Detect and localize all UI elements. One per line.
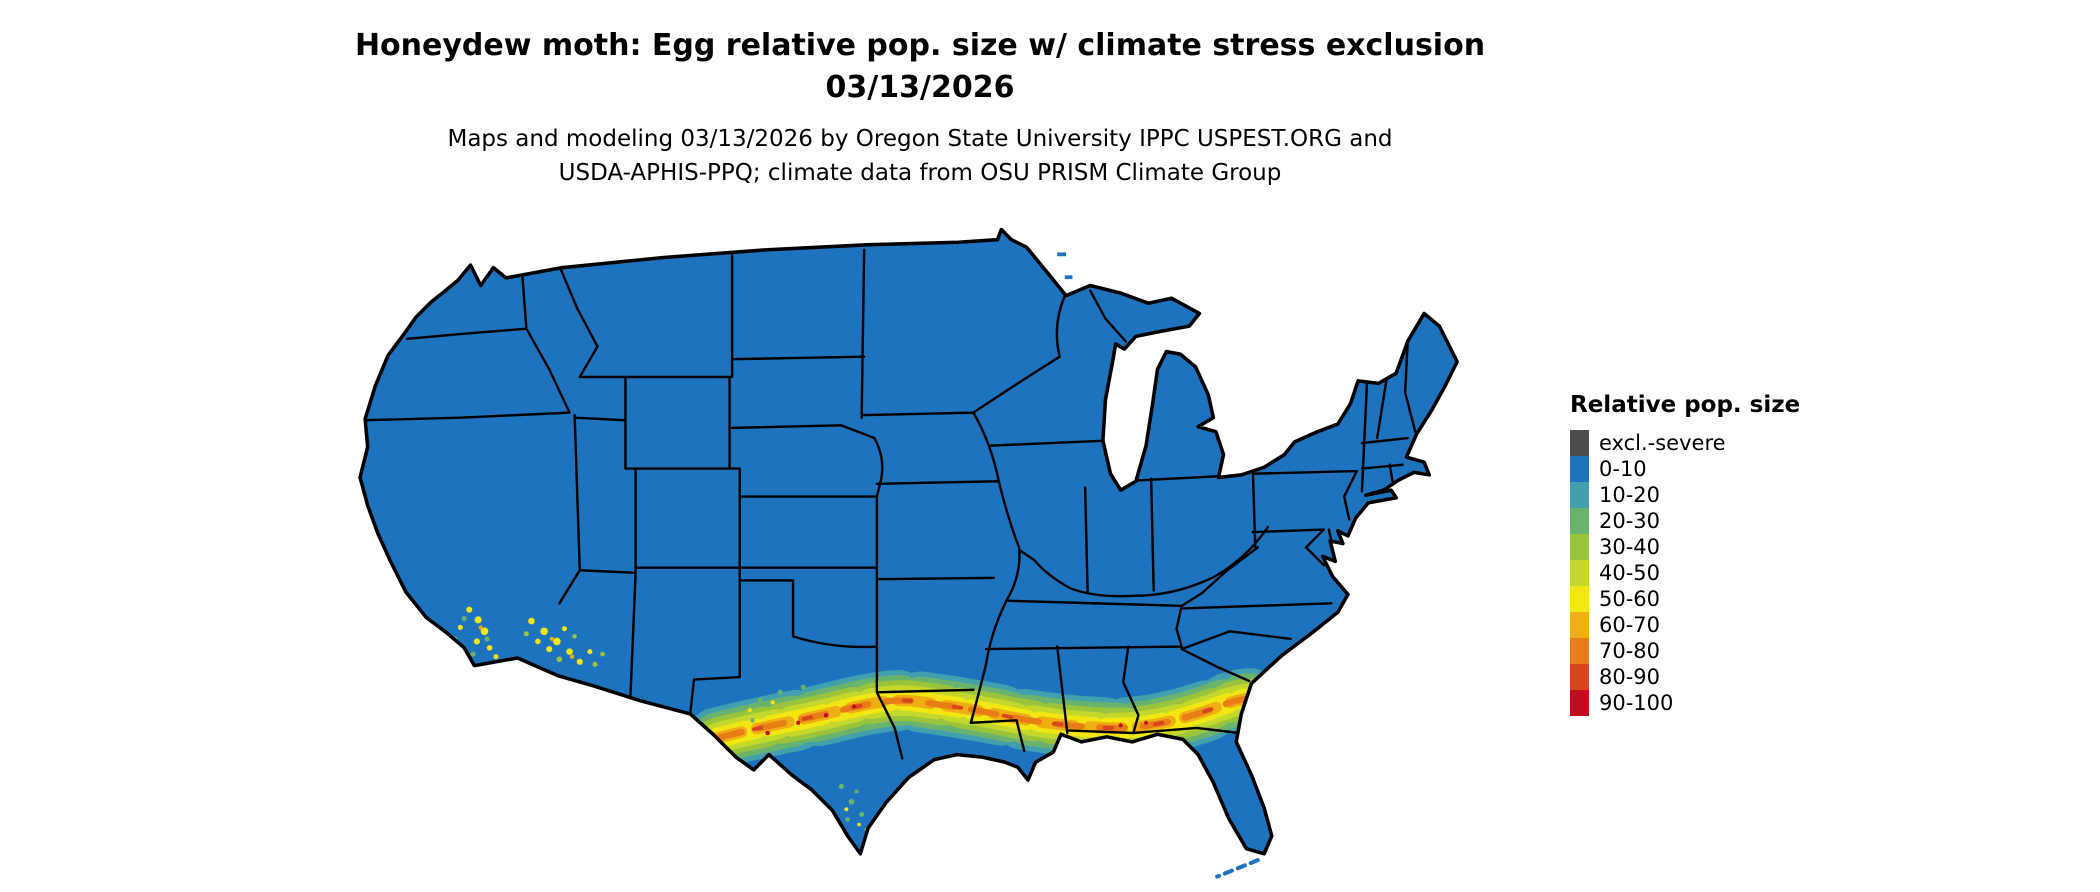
lake-islands — [1057, 252, 1073, 280]
legend-item: 50-60 — [1570, 586, 1800, 612]
legend-item: 20-30 — [1570, 508, 1800, 534]
legend-swatch — [1570, 560, 1589, 586]
map-title-line1: Honeydew moth: Egg relative pop. size w/… — [354, 28, 1486, 63]
legend-label: 80-90 — [1599, 665, 1661, 689]
legend-label: 60-70 — [1599, 613, 1661, 637]
legend-swatch — [1570, 690, 1589, 716]
legend-item: 90-100 — [1570, 690, 1800, 716]
legend-item: 70-80 — [1570, 638, 1800, 664]
map-container — [308, 227, 1527, 892]
legend-label: 40-50 — [1599, 561, 1661, 585]
legend-swatch — [1570, 638, 1589, 664]
state-borders — [362, 246, 1417, 760]
legend-label: 30-40 — [1599, 535, 1661, 559]
legend-swatch — [1570, 508, 1589, 534]
legend-label: 50-60 — [1599, 587, 1661, 611]
speckles-california-yellow — [457, 606, 499, 660]
legend-label: 10-20 — [1599, 483, 1661, 507]
speckles-band-north-yellow — [747, 700, 775, 713]
speckles-arizona-green — [523, 631, 605, 667]
legend-label: excl.-severe — [1599, 431, 1726, 455]
speckles-arizona-orange — [549, 636, 575, 659]
legend-item: 80-90 — [1570, 664, 1800, 690]
speckles-band-red — [765, 704, 1148, 736]
legend-title: Relative pop. size — [1570, 392, 1801, 418]
legend: Relative pop. size excl.-severe 0-10 10-… — [1570, 391, 1800, 716]
speckles-arizona-yellow — [528, 617, 593, 665]
legend-label: 20-30 — [1599, 509, 1661, 533]
land-base — [360, 229, 1458, 854]
legend-swatch — [1570, 430, 1589, 456]
speckles-south-texas-yellow — [844, 807, 861, 827]
band-80-90 — [714, 696, 1253, 740]
legend-swatch — [1570, 586, 1589, 612]
legend-item: 60-70 — [1570, 612, 1800, 638]
legend-item: 0-10 — [1570, 456, 1800, 482]
legend-swatch — [1570, 534, 1589, 560]
legend-swatch — [1570, 482, 1589, 508]
legend-label: 70-80 — [1599, 639, 1661, 663]
us-outline — [358, 227, 1459, 856]
legend-swatch — [1570, 612, 1589, 638]
legend-item: 30-40 — [1570, 534, 1800, 560]
map-title-line2: 03/13/2026 — [825, 70, 1015, 105]
us-map — [358, 227, 1459, 879]
speckles-band-north-green — [737, 684, 806, 723]
attribution-line1: Maps and modeling 03/13/2026 by Oregon S… — [447, 126, 1393, 152]
legend-swatch — [1570, 664, 1589, 690]
legend-item: excl.-severe — [1570, 430, 1800, 456]
legend-label: 90-100 — [1599, 691, 1674, 715]
attribution-line2: USDA-APHIS-PPQ; climate data from OSU PR… — [558, 160, 1282, 186]
legend-label: 0-10 — [1599, 457, 1647, 481]
gulf-population-band — [686, 668, 1281, 769]
florida-keys — [1215, 858, 1260, 879]
legend-swatch — [1570, 456, 1589, 482]
legend-item: 10-20 — [1570, 482, 1800, 508]
legend-item: 40-50 — [1570, 560, 1800, 586]
